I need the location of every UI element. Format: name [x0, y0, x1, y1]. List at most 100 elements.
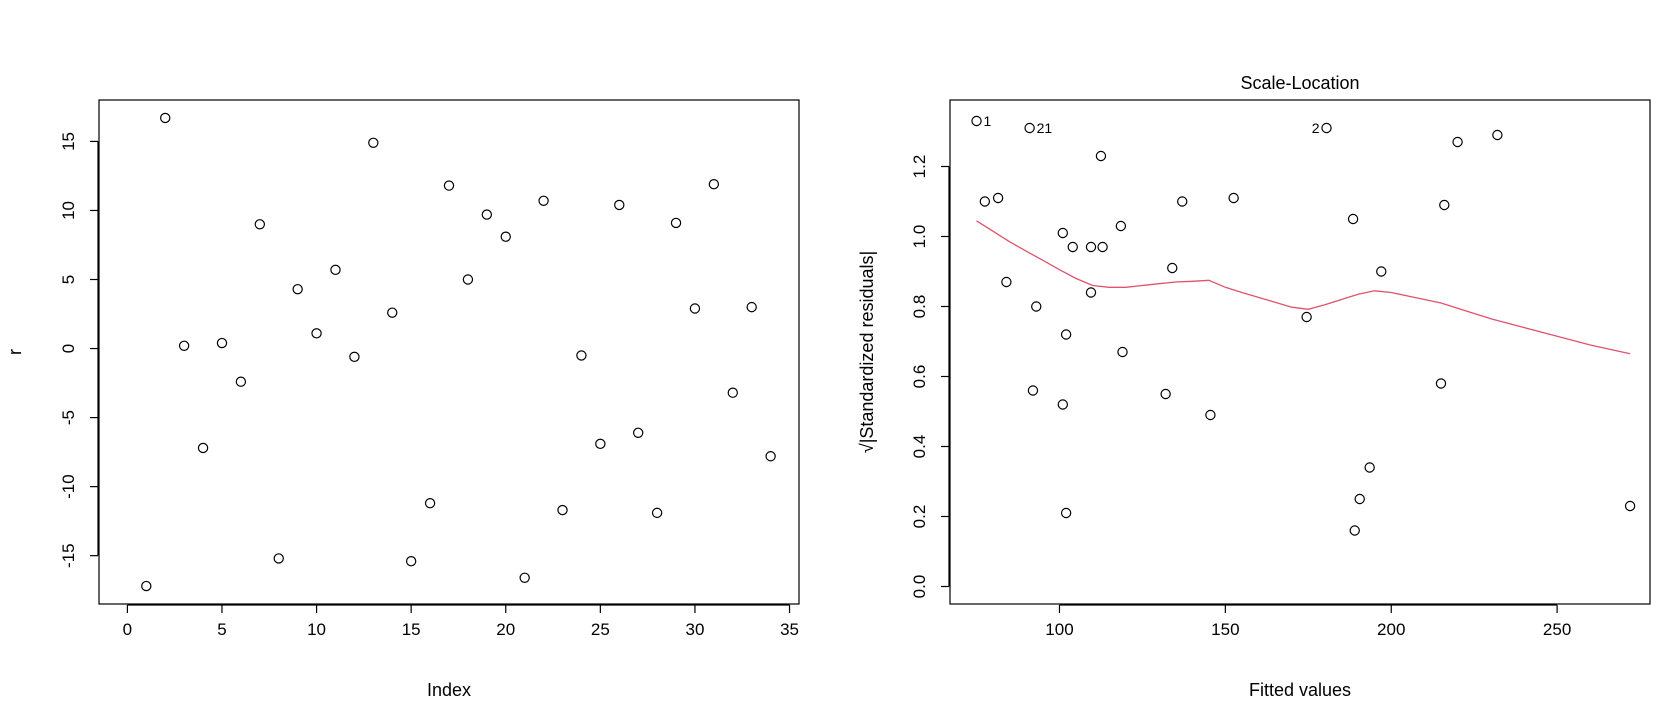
- right-data-point: [1301, 311, 1312, 323]
- right-data-point: [1624, 500, 1636, 512]
- right-y-tick-label: 0.4: [910, 435, 929, 459]
- right-y-axis-title: √|Standardized residuals|: [857, 251, 877, 453]
- right-y-tick-label: 1.0: [910, 225, 929, 249]
- left-data-point: [254, 219, 266, 230]
- left-x-tick-label: 35: [780, 620, 799, 639]
- left-data-point: [708, 179, 720, 190]
- point-annotation: 1: [984, 113, 992, 129]
- right-point-layer: [971, 115, 1636, 536]
- right-data-point: [1097, 241, 1108, 253]
- right-data-point: [1167, 262, 1178, 274]
- left-data-point: [424, 498, 436, 509]
- right-data-point: [1060, 329, 1072, 340]
- right-y-tick-label: 0.0: [910, 575, 929, 599]
- left-data-point: [178, 340, 190, 351]
- left-data-point: [651, 507, 663, 519]
- right-data-point: [1435, 378, 1447, 389]
- left-y-tick-label: -15: [59, 543, 78, 568]
- right-x-tick-label: 200: [1377, 620, 1405, 639]
- right-data-point: [1067, 241, 1078, 253]
- left-x-tick-label: 20: [496, 620, 515, 639]
- left-y-tick-label: -10: [59, 474, 78, 499]
- right-x-axis: 100 150 200 250: [1045, 604, 1571, 639]
- scale-location-plot: Scale-Location 100 150 200 250 0.0 0.2 0.4 0.6…: [857, 73, 1651, 700]
- right-data-point: [1057, 399, 1068, 410]
- right-y-tick-label: 0.2: [910, 505, 929, 529]
- left-data-point: [387, 307, 398, 318]
- left-data-point: [746, 301, 757, 313]
- right-data-point: [992, 192, 1004, 204]
- left-data-point: [500, 231, 511, 242]
- left-data-point: [273, 553, 284, 564]
- left-data-point: [443, 180, 455, 191]
- left-data-point: [141, 580, 152, 592]
- right-x-axis-title: Fitted values: [1249, 680, 1351, 700]
- left-data-point: [330, 264, 341, 276]
- left-data-point: [349, 351, 360, 363]
- right-data-point: [1027, 385, 1039, 396]
- left-data-point: [576, 350, 587, 361]
- left-x-axis-title: Index: [427, 680, 471, 700]
- left-y-axis: -15 -10 -5 0 5 10 15: [59, 132, 99, 568]
- right-data-point: [1439, 199, 1450, 211]
- left-data-point: [160, 112, 171, 124]
- right-y-axis: 0.0 0.2 0.4 0.6 0.8 1.0 1.2: [910, 155, 950, 599]
- left-data-point: [689, 303, 701, 314]
- left-x-tick-label: 15: [402, 620, 421, 639]
- right-data-point: [1347, 213, 1359, 225]
- left-y-axis-title: r: [5, 349, 25, 355]
- residual-index-plot: 0 5 10 15 20 25 30 35 -15 -10 -5 0 5 10 15 Index r: [5, 99, 800, 700]
- left-x-tick-label: 25: [591, 620, 610, 639]
- right-data-point: [1060, 507, 1072, 519]
- left-data-point: [595, 438, 606, 450]
- right-y-tick-label: 0.8: [910, 295, 929, 319]
- right-data-point: [1085, 241, 1097, 253]
- right-data-point: [1057, 227, 1068, 239]
- point-annotation: 2: [1312, 120, 1320, 136]
- right-x-tick-label: 250: [1543, 620, 1571, 639]
- right-data-point: [1095, 150, 1107, 162]
- right-plot-frame: [949, 99, 1651, 605]
- point-annotation: 21: [1037, 120, 1053, 136]
- smooth-line: [976, 220, 1631, 355]
- left-x-tick-label: 5: [217, 620, 226, 639]
- left-data-point: [727, 387, 738, 398]
- left-data-point: [481, 209, 493, 220]
- right-x-tick-label: 150: [1211, 620, 1239, 639]
- left-data-point: [235, 376, 247, 387]
- left-data-point: [311, 328, 322, 339]
- right-data-point: [979, 196, 991, 207]
- right-data-point: [1117, 346, 1128, 358]
- right-data-point: [1031, 301, 1042, 312]
- right-y-tick-label: 0.6: [910, 365, 929, 389]
- left-y-tick-label: -5: [59, 410, 78, 425]
- left-data-point: [557, 504, 568, 516]
- left-data-point: [368, 137, 379, 149]
- right-plot-title: Scale-Location: [1240, 73, 1359, 93]
- right-data-point: [1349, 525, 1360, 536]
- left-data-point: [216, 337, 228, 349]
- right-data-point: [1024, 122, 1035, 134]
- right-x-tick-label: 100: [1045, 620, 1073, 639]
- right-data-point: [1492, 129, 1503, 141]
- right-data-point: [1115, 220, 1127, 232]
- left-y-tick-label: 5: [59, 275, 78, 284]
- right-data-point: [971, 115, 982, 127]
- right-data-point: [1001, 276, 1012, 288]
- right-data-point: [1364, 462, 1375, 473]
- left-x-tick-label: 0: [123, 620, 132, 639]
- left-y-tick-label: 0: [59, 344, 78, 353]
- left-data-point: [292, 283, 303, 295]
- left-plot-frame: [98, 99, 800, 605]
- left-x-tick-label: 10: [307, 620, 326, 639]
- right-data-point: [1452, 136, 1463, 148]
- right-data-point: [1376, 266, 1387, 277]
- left-data-point: [632, 427, 644, 438]
- right-data-point: [1228, 192, 1239, 204]
- left-x-tick-label: 30: [685, 620, 704, 639]
- left-data-point: [765, 451, 776, 462]
- left-data-point: [519, 572, 530, 583]
- right-annotation-layer: 1 21 2: [984, 113, 1320, 136]
- right-data-point: [1085, 287, 1097, 298]
- left-y-tick-label: 15: [59, 132, 78, 151]
